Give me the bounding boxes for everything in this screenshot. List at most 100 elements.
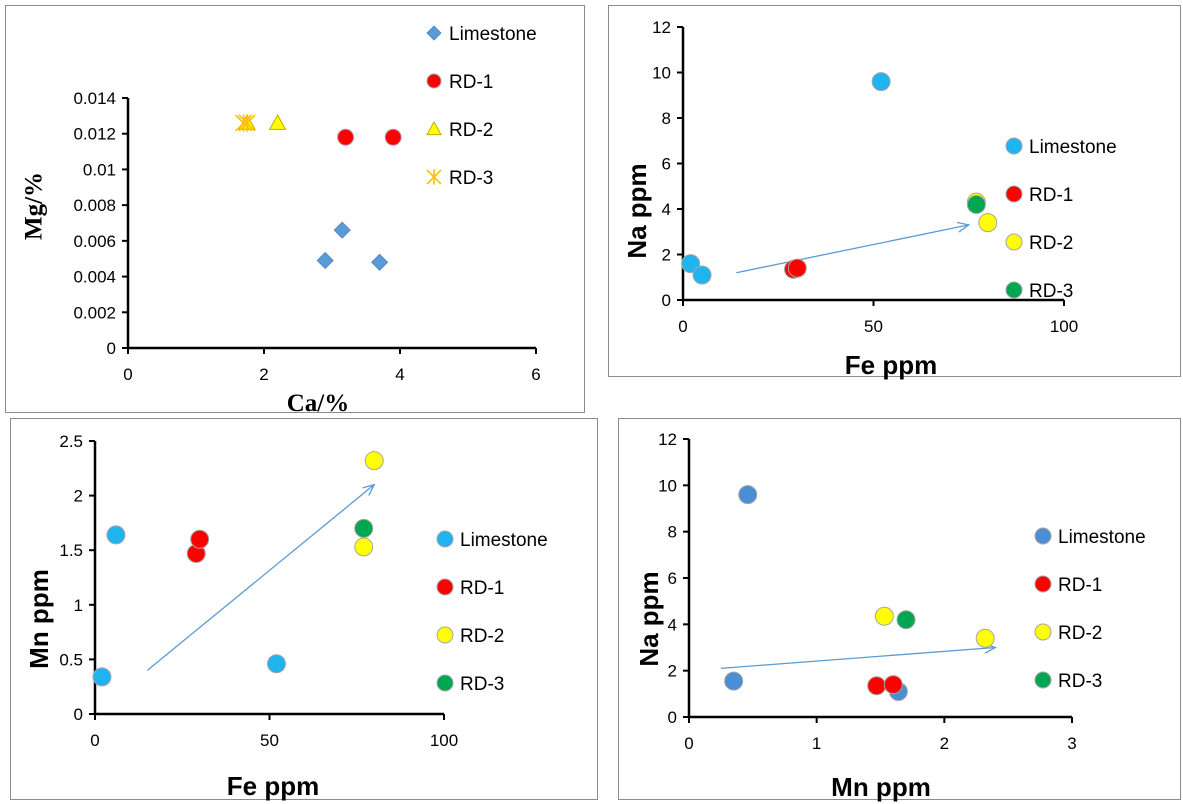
y-tick-label: 2	[662, 246, 671, 265]
series-rd-3	[966, 194, 986, 214]
legend-marker-rd-2	[426, 120, 442, 136]
data-point-limestone	[681, 254, 701, 274]
trend-arrow	[146, 483, 376, 671]
data-point-rd-1	[883, 675, 903, 695]
y-tick-label: 6	[662, 155, 671, 174]
y-tick-label: 0	[107, 339, 116, 358]
x-tick-label: 0	[123, 365, 132, 384]
data-point-rd-1	[867, 676, 887, 696]
chart-panel-na-vs-mn: 0 1 2 3 0 2 4 6 8 10 12 Mn ppm Na ppm Limestone RD-1 RD…	[618, 418, 1181, 802]
series-rd-1	[867, 675, 903, 696]
y-tick-label: 0.01	[83, 160, 116, 179]
legend-label-rd-2: RD-2	[449, 120, 493, 141]
data-point-rd-1	[384, 128, 402, 146]
x-tick-label: 100	[1050, 317, 1078, 336]
series-rd-1	[337, 128, 402, 146]
y-tick-label: 0.014	[73, 89, 116, 108]
trend-arrow	[720, 642, 997, 669]
y-tick-label: 10	[652, 64, 671, 83]
legend-label-limestone: Limestone	[1058, 527, 1146, 548]
data-point-limestone	[266, 654, 286, 674]
legend-marker-rd-1	[1005, 185, 1023, 203]
legend-label-rd-1: RD-1	[1029, 185, 1073, 206]
data-point-rd-2	[354, 537, 374, 557]
y-tick-label: 0	[74, 705, 83, 724]
legend-label-rd-1: RD-1	[1058, 575, 1102, 596]
x-tick-label: 100	[430, 731, 458, 750]
chart-panel-mn-vs-fe: 0 50 100 0 0.5 1 1.5 2 2.5 Fe ppm Mn ppm Limestone R…	[10, 418, 598, 801]
y-tick-label: 2.5	[59, 432, 83, 451]
y-axis-title: Mg/%	[21, 172, 48, 240]
y-tick-label: 10	[658, 476, 677, 495]
x-axis-title: Fe ppm	[227, 771, 319, 801]
y-tick-label: 0	[662, 291, 671, 310]
y-tick-label: 8	[662, 109, 671, 128]
x-tick-label: 0	[678, 317, 687, 336]
series-limestone	[92, 525, 286, 687]
legend-marker-rd-1	[1034, 575, 1052, 593]
data-point-rd-3	[238, 114, 256, 132]
legend-label-limestone: Limestone	[1029, 137, 1117, 158]
series-rd-3	[354, 518, 374, 538]
legend-label-rd-2: RD-2	[460, 626, 504, 647]
legend-marker-rd-3	[426, 169, 442, 185]
legend-label-limestone: Limestone	[449, 24, 537, 45]
series-rd-1	[186, 529, 210, 563]
y-tick-label: 0.006	[73, 232, 116, 251]
y-tick-label: 6	[668, 569, 677, 588]
y-tick-label: 4	[662, 200, 671, 219]
legend-marker-rd-2	[436, 626, 454, 644]
series-limestone	[681, 72, 891, 285]
y-tick-label: 2	[668, 662, 677, 681]
y-tick-label: 0.008	[73, 196, 116, 215]
data-point-rd-2	[364, 451, 384, 471]
y-tick-label: 1.5	[59, 541, 83, 560]
legend-marker-rd-3	[1005, 281, 1023, 299]
data-point-rd-2	[268, 113, 287, 130]
y-tick-label: 0.5	[59, 650, 83, 669]
data-point-rd-3	[235, 114, 253, 132]
legend-label-rd-3: RD-3	[460, 674, 504, 695]
legend-marker-limestone	[1005, 137, 1023, 155]
legend-marker-rd-2	[1034, 623, 1052, 641]
legend-marker-limestone	[1034, 527, 1052, 545]
legend-marker-rd-3	[1034, 671, 1052, 689]
x-tick-label: 0	[684, 734, 693, 753]
legend: Limestone RD-1 RD-2 RD-3	[1034, 527, 1146, 692]
data-point-limestone	[316, 251, 334, 270]
series-rd-2	[354, 451, 384, 557]
x-axis-title: Mn ppm	[831, 772, 931, 802]
legend: Limestone RD-1 RD-2 RD-3	[1005, 137, 1117, 302]
data-point-rd-2	[978, 213, 998, 233]
data-point-rd-3	[966, 194, 986, 214]
data-point-rd-2	[874, 606, 894, 626]
x-tick-label: 6	[531, 365, 540, 384]
x-tick-label: 50	[864, 317, 883, 336]
x-tick-label: 0	[90, 731, 99, 750]
legend-label-rd-2: RD-2	[1029, 233, 1073, 254]
x-tick-label: 2	[259, 365, 268, 384]
chart-panel-na-vs-fe: 0 50 100 0 2 4 6 8 10 12 Fe ppm Na ppm Limestone RD-1…	[608, 5, 1181, 380]
legend-label-rd-1: RD-1	[449, 72, 493, 93]
series-rd-2	[874, 606, 995, 648]
legend: Limestone RD-1 RD-2 RD-3	[426, 24, 537, 189]
legend: Limestone RD-1 RD-2 RD-3	[436, 530, 548, 695]
x-axis-title: Ca/%	[287, 390, 350, 417]
data-point-rd-2	[975, 628, 995, 648]
data-point-limestone	[333, 221, 351, 239]
y-tick-label: 1	[74, 596, 83, 615]
chart-mn-vs-fe: 0 50 100 0 0.5 1 1.5 2 2.5 Fe ppm Mn ppm Limestone R…	[24, 432, 548, 801]
chart-mg-vs-ca: 0 2 4 6 0 0.002 0.004 0.006 0.008 0.01 0.012 0.014 C…	[21, 24, 541, 417]
legend-marker-rd-2	[1005, 233, 1023, 251]
x-tick-label: 3	[1067, 734, 1076, 753]
y-axis-title: Mn ppm	[24, 569, 54, 669]
x-tick-label: 2	[940, 734, 949, 753]
series-rd-3	[896, 610, 916, 630]
data-point-rd-1	[190, 529, 210, 549]
data-point-limestone	[692, 265, 712, 285]
x-tick-label: 1	[812, 734, 821, 753]
data-point-rd-1	[337, 128, 355, 146]
data-point-limestone	[92, 667, 112, 687]
legend-label-rd-3: RD-3	[449, 168, 493, 189]
data-point-rd-1	[787, 258, 807, 278]
